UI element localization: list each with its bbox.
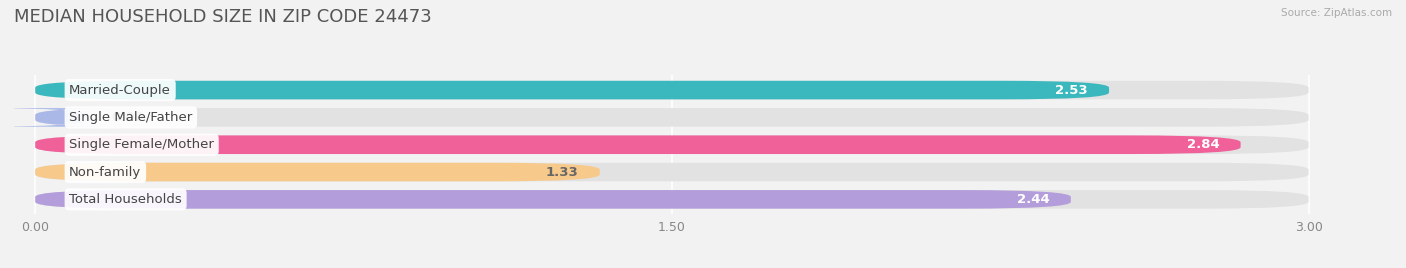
Text: Source: ZipAtlas.com: Source: ZipAtlas.com bbox=[1281, 8, 1392, 18]
Text: Single Female/Mother: Single Female/Mother bbox=[69, 138, 214, 151]
Text: 2.84: 2.84 bbox=[1187, 138, 1219, 151]
Text: 1.33: 1.33 bbox=[546, 166, 578, 178]
FancyBboxPatch shape bbox=[35, 163, 600, 181]
Text: 2.44: 2.44 bbox=[1017, 193, 1050, 206]
FancyBboxPatch shape bbox=[35, 81, 1109, 99]
Text: Single Male/Father: Single Male/Father bbox=[69, 111, 193, 124]
FancyBboxPatch shape bbox=[35, 190, 1071, 209]
FancyBboxPatch shape bbox=[0, 108, 142, 127]
FancyBboxPatch shape bbox=[35, 163, 1309, 181]
Text: 2.53: 2.53 bbox=[1054, 84, 1088, 96]
Text: Total Households: Total Households bbox=[69, 193, 181, 206]
Text: Married-Couple: Married-Couple bbox=[69, 84, 172, 96]
Text: Non-family: Non-family bbox=[69, 166, 142, 178]
Text: 0.00: 0.00 bbox=[111, 111, 145, 124]
FancyBboxPatch shape bbox=[35, 108, 1309, 127]
Text: MEDIAN HOUSEHOLD SIZE IN ZIP CODE 24473: MEDIAN HOUSEHOLD SIZE IN ZIP CODE 24473 bbox=[14, 8, 432, 26]
FancyBboxPatch shape bbox=[35, 135, 1309, 154]
FancyBboxPatch shape bbox=[35, 135, 1240, 154]
FancyBboxPatch shape bbox=[35, 190, 1309, 209]
FancyBboxPatch shape bbox=[35, 81, 1309, 99]
